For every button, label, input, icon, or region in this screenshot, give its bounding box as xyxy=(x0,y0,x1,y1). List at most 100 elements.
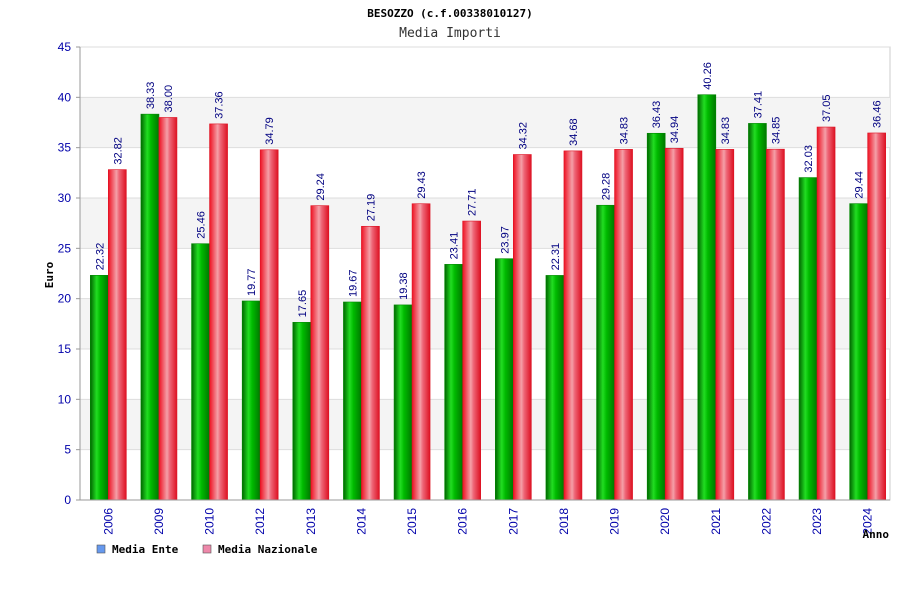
bar-nazionale-2016 xyxy=(462,220,481,501)
bar-ente-2013 xyxy=(292,322,312,501)
bar-nazionale-2018 xyxy=(563,150,583,501)
y-tick-label: 20 xyxy=(58,292,72,306)
x-tick-label-2019: 2019 xyxy=(608,508,622,535)
data-label-ente-2009: 38.33 xyxy=(145,82,157,110)
bar-ente-2006 xyxy=(90,275,109,501)
bar-nazionale-2020 xyxy=(664,147,684,501)
data-label-nazionale-2024: 36.46 xyxy=(872,100,884,128)
data-label-ente-2014: 19.67 xyxy=(347,269,359,297)
data-label-nazionale-2016: 27.71 xyxy=(467,189,479,217)
bar-ente-2018 xyxy=(545,275,565,501)
bar-nazionale-2024 xyxy=(867,132,886,501)
y-tick-label: 45 xyxy=(58,40,72,54)
bar-nazionale-2022 xyxy=(766,148,785,501)
bar-nazionale-2015 xyxy=(411,203,431,501)
legend-label-ente: Media Ente xyxy=(112,543,179,556)
x-tick-label-2018: 2018 xyxy=(557,508,571,535)
y-tick-label: 10 xyxy=(58,392,72,406)
bar-ente-2016 xyxy=(444,264,463,501)
bar-ente-2009 xyxy=(140,113,160,501)
data-label-ente-2006: 22.32 xyxy=(94,243,106,271)
y-tick-label: 25 xyxy=(58,241,72,255)
legend-label-nazionale: Media Nazionale xyxy=(218,543,318,556)
bar-nazionale-2013 xyxy=(310,205,330,501)
bar-ente-2024 xyxy=(849,203,868,501)
x-tick-label-2023: 2023 xyxy=(810,508,824,535)
data-label-nazionale-2009: 38.00 xyxy=(163,85,175,113)
data-label-ente-2017: 23.97 xyxy=(499,226,511,254)
x-tick-label-2015: 2015 xyxy=(405,508,419,535)
data-label-nazionale-2021: 34.83 xyxy=(720,117,732,145)
bar-nazionale-2021 xyxy=(715,149,735,501)
grid-band xyxy=(80,97,890,148)
bar-ente-2015 xyxy=(393,304,413,501)
x-tick-label-2022: 2022 xyxy=(759,508,773,535)
bar-nazionale-2012 xyxy=(259,149,279,501)
x-axis: 2006 2009 2010 2012 2013 2014 2015 2016 2017 2018… xyxy=(80,499,890,535)
bar-nazionale-2006 xyxy=(108,169,127,501)
data-label-ente-2013: 17.65 xyxy=(297,290,309,318)
bar-ente-2023 xyxy=(798,177,818,501)
y-tick-label: 35 xyxy=(58,141,72,155)
data-label-ente-2022: 37.41 xyxy=(752,91,764,119)
data-label-ente-2018: 22.31 xyxy=(550,243,562,271)
x-axis-label: Anno xyxy=(863,528,890,541)
y-tick-label: 30 xyxy=(58,191,72,205)
y-axis: 0 5 10 15 20 25 30 35 40 45 xyxy=(58,40,81,507)
bars: 22.32 32.82 38.33 38.00 25.46 37.36 19.77 34.79… xyxy=(90,62,886,501)
data-label-nazionale-2018: 34.68 xyxy=(568,118,580,146)
bar-ente-2010 xyxy=(191,243,210,501)
x-tick-label-2021: 2021 xyxy=(709,508,723,535)
bar-nazionale-2014 xyxy=(361,225,380,501)
data-label-nazionale-2019: 34.83 xyxy=(619,117,631,145)
data-label-ente-2023: 32.03 xyxy=(803,145,815,173)
bar-ente-2019 xyxy=(596,204,615,501)
data-label-ente-2016: 23.41 xyxy=(449,232,461,260)
data-label-nazionale-2020: 34.94 xyxy=(669,116,681,144)
bar-ente-2020 xyxy=(646,132,666,501)
bar-nazionale-2023 xyxy=(816,126,836,501)
x-tick-label-2009: 2009 xyxy=(152,508,166,535)
data-label-nazionale-2023: 37.05 xyxy=(821,94,833,122)
y-tick-label: 5 xyxy=(64,443,71,457)
x-tick-label-2017: 2017 xyxy=(506,508,520,535)
data-label-nazionale-2010: 37.36 xyxy=(214,91,226,119)
bar-ente-2021 xyxy=(697,94,717,501)
data-label-nazionale-2022: 34.85 xyxy=(770,117,782,145)
data-label-ente-2015: 19.38 xyxy=(398,272,410,300)
legend: Media Ente Media Nazionale xyxy=(96,543,318,556)
legend-swatch-ente xyxy=(96,544,106,554)
data-label-nazionale-2014: 27.19 xyxy=(365,194,377,222)
chart-title: BESOZZO (c.f.00338010127) xyxy=(367,7,533,20)
data-label-nazionale-2012: 34.79 xyxy=(264,117,276,145)
data-label-nazionale-2015: 29.43 xyxy=(416,171,428,199)
x-tick-label-2014: 2014 xyxy=(354,508,368,535)
bar-ente-2014 xyxy=(343,301,362,501)
x-tick-label-2013: 2013 xyxy=(304,508,318,535)
bar-ente-2017 xyxy=(495,258,514,501)
x-tick-label-2024: 2024 xyxy=(861,508,875,535)
data-label-nazionale-2013: 29.24 xyxy=(315,173,327,201)
bar-nazionale-2019 xyxy=(614,149,633,501)
data-label-ente-2012: 19.77 xyxy=(246,268,258,296)
data-label-ente-2020: 36.43 xyxy=(651,101,663,129)
x-tick-label-2006: 2006 xyxy=(101,508,115,535)
data-label-ente-2021: 40.26 xyxy=(702,62,714,90)
bar-nazionale-2017 xyxy=(513,154,532,501)
x-tick-label-2012: 2012 xyxy=(253,508,267,535)
y-tick-label: 15 xyxy=(58,342,72,356)
data-label-ente-2019: 29.28 xyxy=(601,173,613,201)
bar-ente-2012 xyxy=(241,300,261,501)
x-tick-label-2020: 2020 xyxy=(658,508,672,535)
y-tick-label: 0 xyxy=(64,493,71,507)
chart-subtitle: Media Importi xyxy=(399,26,501,41)
data-label-ente-2024: 29.44 xyxy=(854,171,866,199)
bar-ente-2022 xyxy=(748,123,767,501)
legend-swatch-nazionale xyxy=(202,544,212,554)
x-tick-label-2010: 2010 xyxy=(203,508,217,535)
data-label-nazionale-2017: 34.32 xyxy=(517,122,529,150)
y-tick-label: 40 xyxy=(58,90,72,104)
data-label-nazionale-2006: 32.82 xyxy=(112,137,124,165)
y-axis-label: Euro xyxy=(43,261,56,288)
